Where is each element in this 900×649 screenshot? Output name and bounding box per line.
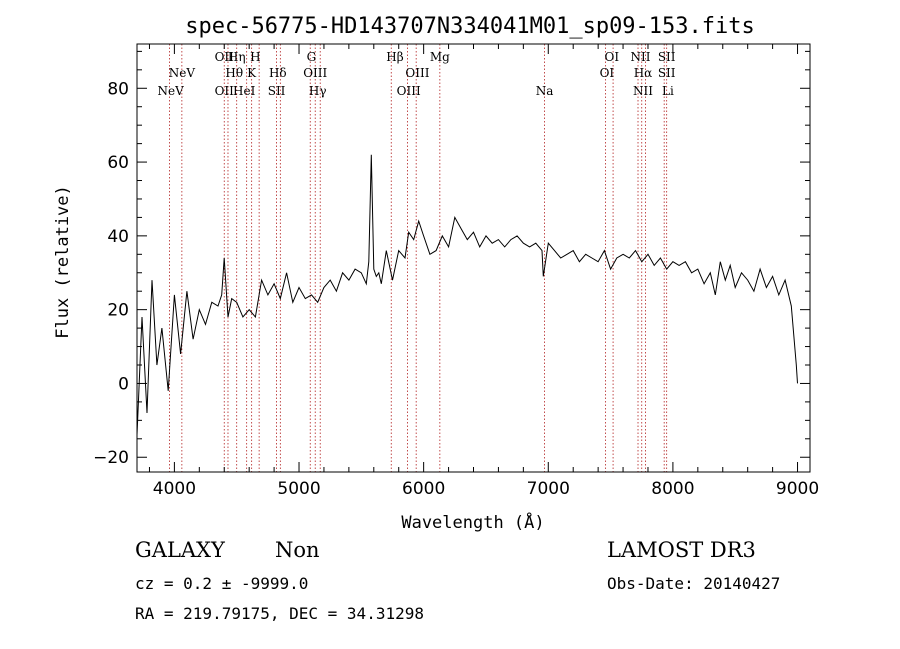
x-tick-label-2: 6000 [402, 479, 445, 499]
y-tick-label-3: 40 [107, 227, 129, 247]
object-class: GALAXY [135, 538, 225, 562]
line-label-22: NII [631, 50, 651, 64]
line-label-20: OI [605, 50, 620, 64]
line-label-7: HeI [233, 84, 256, 98]
x-tick-label-1: 5000 [277, 479, 320, 499]
spectrum-chart: spec-56775-HD143707N334041M01_sp09-153.f… [53, 14, 819, 533]
y-tick-label-5: 80 [107, 79, 129, 99]
y-tick-label-2: 20 [107, 301, 129, 321]
x-tick-label-4: 8000 [651, 479, 694, 499]
y-axis-ticks: −20 0 20 40 60 80 [93, 50, 810, 468]
chart-title: spec-56775-HD143707N334041M01_sp09-153.f… [185, 14, 755, 39]
line-label-21: OI [600, 66, 615, 80]
object-subclass: Non [275, 538, 320, 562]
line-label-8: H [250, 50, 260, 64]
line-label-25: SII [658, 50, 676, 64]
x-tick-label-0: 4000 [153, 479, 196, 499]
y-axis-label: Flux (relative) [53, 185, 73, 339]
line-label-27: Li [662, 84, 674, 98]
line-label-11: SII [268, 84, 286, 98]
observation-date: Obs-Date: 20140427 [607, 574, 781, 593]
line-label-13: OIII [303, 66, 327, 80]
flux-series-line [136, 154, 798, 436]
y-tick-label-0: −20 [93, 448, 129, 468]
line-label-15: Hβ [386, 50, 403, 64]
line-label-1: NeV [158, 84, 185, 98]
coordinates-line: RA = 219.79175, DEC = 34.31298 [135, 604, 424, 623]
emission-line-markers [169, 44, 668, 472]
x-tick-label-5: 9000 [776, 479, 819, 499]
line-label-14: Hγ [309, 84, 327, 98]
line-label-10: Hδ [269, 66, 287, 80]
y-tick-label-1: 0 [118, 374, 129, 394]
x-axis-label: Wavelength (Å) [401, 511, 544, 533]
line-label-6: Hθ [225, 66, 243, 80]
line-label-17: OIII [397, 84, 421, 98]
plot-frame [136, 43, 811, 473]
line-label-24: NII [633, 84, 653, 98]
redshift-line: cz = 0.2 ± -9999.0 [135, 574, 309, 593]
line-label-12: G [307, 50, 317, 64]
line-label-19: Na [536, 84, 554, 98]
line-label-2: NeV [169, 66, 196, 80]
line-label-4: OII [215, 84, 235, 98]
line-label-5: Hη [228, 50, 246, 64]
line-label-18: Mg [430, 50, 450, 64]
y-tick-label-4: 60 [107, 153, 129, 173]
line-label-9: K [247, 66, 257, 80]
x-tick-label-3: 7000 [527, 479, 570, 499]
line-label-26: SII [658, 66, 676, 80]
line-label-3: OII [215, 50, 235, 64]
line-label-16: OIII [405, 66, 429, 80]
x-axis-ticks: 4000 5000 6000 7000 8000 9000 [148, 44, 819, 499]
survey-name: LAMOST DR3 [607, 538, 756, 562]
line-label-23: Hα [634, 66, 653, 80]
